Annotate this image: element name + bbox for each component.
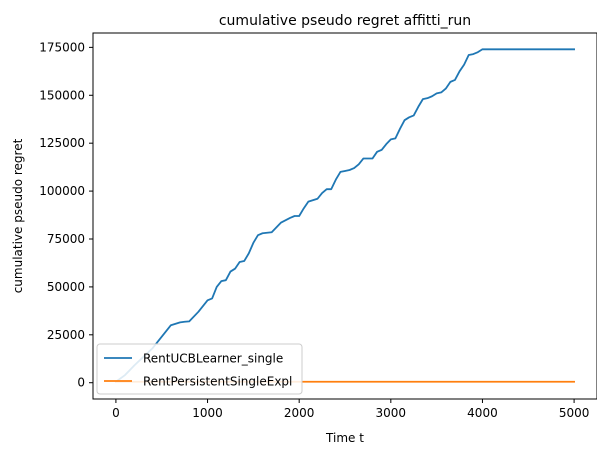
x-axis: 0 1000 2000 3000 4000 5000	[112, 399, 589, 420]
legend: RentUCBLearner_single RentPersistentSing…	[96, 343, 303, 395]
legend-label-ucb: RentUCBLearner_single	[143, 352, 283, 366]
y-tick-label: 100000	[39, 184, 85, 198]
y-tick-label: 150000	[39, 88, 85, 102]
y-tick-label: 25000	[47, 328, 85, 342]
x-tick-label: 3000	[376, 406, 407, 420]
legend-box	[96, 343, 303, 395]
series-layer	[114, 48, 575, 384]
x-axis-label: Time t	[325, 431, 364, 445]
x-tick-label: 2000	[284, 406, 315, 420]
plot-frame	[92, 32, 597, 400]
x-tick-label: 0	[112, 406, 120, 420]
y-axis-label: cumulative pseudo regret	[11, 138, 25, 293]
legend-label-persistent: RentPersistentSingleExpl	[143, 375, 292, 389]
x-tick-label: 4000	[467, 406, 498, 420]
y-tick-label: 50000	[47, 280, 85, 294]
series-line-0	[114, 48, 575, 384]
y-tick-label: 125000	[39, 136, 85, 150]
chart-title: cumulative pseudo regret affitti_run	[219, 13, 471, 29]
y-tick-label: 0	[77, 376, 85, 390]
y-tick-label: 175000	[39, 40, 85, 54]
x-tick-label: 1000	[192, 406, 223, 420]
y-tick-label: 75000	[47, 232, 85, 246]
y-axis: 0 25000 50000 75000 100000 125000 150000 175000	[39, 40, 93, 390]
x-tick-label: 5000	[559, 406, 590, 420]
